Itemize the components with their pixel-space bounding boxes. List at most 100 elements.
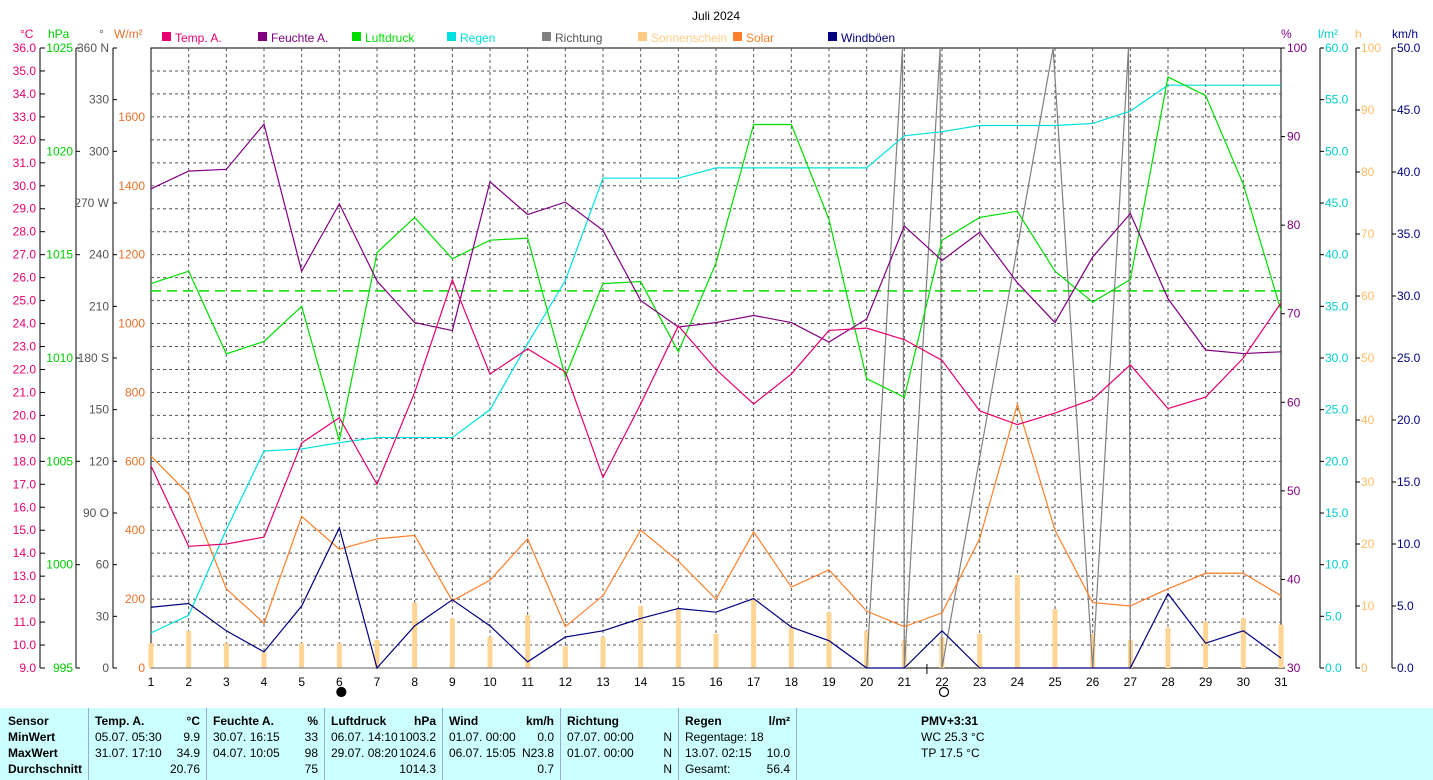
- sunshine-bar: [1090, 633, 1096, 668]
- direction-unit-label: °: [99, 27, 104, 41]
- legend-swatch: [352, 32, 361, 41]
- sunshine-bar: [864, 630, 870, 668]
- stats-row-avg: Durchschnitt: [8, 762, 83, 776]
- legend-label: Sonnenschein: [651, 31, 727, 45]
- direction-tick-label: 30: [96, 609, 110, 623]
- solar-tick-label: 200: [125, 592, 145, 606]
- x-tick-label: 31: [1274, 675, 1288, 689]
- rain-tick-label: 30.0: [1325, 351, 1349, 365]
- direction-tick-label: 360 N: [77, 41, 109, 55]
- legend-label: Regen: [460, 31, 495, 45]
- sunshine-bar: [675, 609, 681, 668]
- wind-tick-label: 40.0: [1397, 165, 1421, 179]
- x-tick-label: 27: [1124, 675, 1138, 689]
- legend-label: Richtung: [555, 31, 602, 45]
- pressure-tick-label: 1000: [46, 558, 73, 572]
- wind-tick-label: 5.0: [1397, 599, 1414, 613]
- stats-press-unit: hPa: [413, 714, 436, 728]
- stats-temp-max-date: 31.07. 17:10: [95, 746, 162, 760]
- temp-tick-label: 27.0: [13, 248, 37, 262]
- legend-swatch: [828, 32, 837, 41]
- sunshine-bar: [412, 602, 418, 668]
- x-tick-label: 15: [672, 675, 686, 689]
- stats-wind-col: Wind km/h 01.07. 00:00 0.0 06.07. 15:05 …: [443, 708, 560, 780]
- stats-separator: [206, 708, 207, 780]
- x-tick-label: 19: [822, 675, 836, 689]
- rain-tick-label: 10.0: [1325, 558, 1349, 572]
- legend-swatch: [162, 32, 171, 41]
- sunshine-bar: [223, 643, 229, 668]
- sunshine-bar: [1278, 624, 1284, 668]
- temp-tick-label: 28.0: [13, 225, 37, 239]
- sunshine-bar: [374, 640, 380, 668]
- series-richtung-line: [151, 47, 1131, 669]
- solar-tick-label: 1400: [118, 179, 145, 193]
- direction-tick-label: 300: [89, 144, 109, 158]
- stats-press-header: Luftdruck: [331, 714, 387, 728]
- wind-tick-label: 20.0: [1397, 413, 1421, 427]
- stats-rain-header: Regen: [685, 714, 722, 728]
- sunshine-tick-label: 90: [1361, 103, 1375, 117]
- x-tick-label: 10: [483, 675, 497, 689]
- stats-wind-max: 23.8: [530, 746, 554, 760]
- stats-pmv-line1: PMV+3:31: [921, 714, 979, 728]
- direction-tick-label: 210: [89, 299, 109, 313]
- pressure-tick-label: 995: [53, 661, 73, 675]
- sunshine-bar: [1203, 621, 1209, 668]
- weather-chart: 9.0 10.0 11.0 12.0 13.0 14.0 15.0 16.0 17.0 18.0 1…: [13, 9, 1421, 698]
- x-tick-label: 1: [148, 675, 155, 689]
- stats-separator: [678, 708, 679, 780]
- x-tick-label: 26: [1086, 675, 1100, 689]
- legend-label: Luftdruck: [365, 31, 415, 45]
- humidity-unit-label: %: [1281, 27, 1292, 41]
- sunshine-bar: [638, 606, 644, 668]
- temp-tick-label: 31.0: [13, 156, 37, 170]
- stats-hum-header: Feuchte A.: [213, 714, 274, 728]
- stats-dir-min-date: 07.07. 00:00: [567, 730, 634, 744]
- stats-hum-max: 98: [304, 746, 318, 760]
- legend-swatch: [447, 32, 456, 41]
- rain-tick-label: 60.0: [1325, 41, 1349, 55]
- sunshine-bar: [713, 633, 719, 668]
- stats-temp-min: 9.9: [183, 730, 200, 744]
- direction-tick-label: 270 W: [74, 196, 109, 210]
- sunshine-bar: [1014, 575, 1020, 668]
- sunshine-bar: [525, 615, 531, 668]
- direction-tick-label: 150: [89, 403, 109, 417]
- stats-hum-unit: %: [307, 714, 318, 728]
- temp-tick-label: 36.0: [13, 41, 37, 55]
- temp-tick-label: 19.0: [13, 431, 37, 445]
- stats-hum-col: Feuchte A. % 30.07. 16:15 33 04.07. 10:0…: [207, 708, 324, 780]
- humidity-tick-label: 50: [1287, 484, 1301, 498]
- stats-dir-header: Richtung: [567, 714, 619, 728]
- stats-dir-max-date: 01.07. 00:00: [567, 746, 634, 760]
- solar-tick-label: 1200: [118, 248, 145, 262]
- sunshine-bar: [1052, 609, 1058, 668]
- series-temp-line: [150, 278, 1282, 547]
- stats-hum-avg: 75: [304, 762, 318, 776]
- stats-rain-max: 10.0: [766, 746, 790, 760]
- chart-title: Juli 2024: [692, 9, 740, 23]
- stats-pmv-line3: TP 17.5 °C: [921, 746, 980, 760]
- direction-tick-label: 120: [89, 454, 109, 468]
- stats-dir-max: N: [663, 746, 672, 760]
- stats-dir-col: Richtung 07.07. 00:00 N 01.07. 00:00 N N: [561, 708, 678, 780]
- series-regen-line: [150, 84, 1281, 634]
- stats-row-min: MinWert: [8, 730, 56, 744]
- stats-rain-total: 56.4: [766, 762, 790, 776]
- stats-temp-max: 34.9: [176, 746, 200, 760]
- stats-sensor-col: Sensor MinWert MaxWert Durchschnitt: [0, 708, 86, 780]
- sunshine-tick-label: 70: [1361, 227, 1375, 241]
- temp-tick-label: 25.0: [13, 294, 37, 308]
- legend-label: Solar: [746, 31, 774, 45]
- temp-tick-label: 26.0: [13, 271, 37, 285]
- wind-tick-label: 50.0: [1397, 41, 1421, 55]
- stats-temp-min-date: 05.07. 05:30: [95, 730, 162, 744]
- sunshine-bar: [148, 643, 154, 668]
- stats-row-max: MaxWert: [8, 746, 58, 760]
- stats-press-col: Luftdruck hPa 06.07. 14:10 1003.2 29.07.…: [325, 708, 442, 780]
- x-tick-label: 7: [374, 675, 381, 689]
- sunshine-bar: [186, 630, 192, 668]
- legend-swatch: [542, 32, 551, 41]
- wind-tick-label: 45.0: [1397, 103, 1421, 117]
